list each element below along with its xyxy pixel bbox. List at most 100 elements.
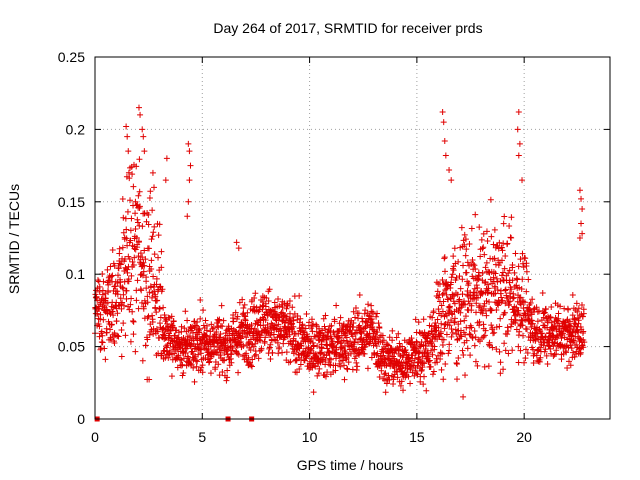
data-point xyxy=(564,365,571,372)
data-point xyxy=(461,231,468,238)
data-point xyxy=(403,359,410,366)
data-point xyxy=(139,126,146,133)
data-point xyxy=(141,262,148,269)
data-point xyxy=(276,344,283,351)
data-point xyxy=(467,352,474,359)
data-point xyxy=(96,283,103,290)
data-point xyxy=(430,368,437,375)
data-point xyxy=(114,332,121,339)
data-point xyxy=(382,389,389,396)
data-point xyxy=(248,363,255,370)
data-point xyxy=(462,301,469,308)
data-point xyxy=(536,358,543,365)
data-point xyxy=(434,359,441,366)
data-point xyxy=(100,278,107,285)
data-point xyxy=(475,269,482,276)
data-point xyxy=(135,253,142,260)
data-point xyxy=(383,362,390,369)
data-point xyxy=(124,266,131,273)
data-point xyxy=(439,341,446,348)
data-point xyxy=(199,369,206,376)
data-point xyxy=(243,350,250,357)
data-point xyxy=(165,354,172,361)
data-point xyxy=(530,346,537,353)
data-point xyxy=(438,302,445,309)
data-point xyxy=(453,274,460,281)
data-point xyxy=(146,245,153,252)
data-point xyxy=(519,276,526,283)
data-point xyxy=(107,263,114,270)
data-point xyxy=(577,349,584,356)
data-point xyxy=(445,350,452,357)
data-point xyxy=(154,328,161,335)
data-point xyxy=(523,326,530,333)
data-point xyxy=(139,223,146,230)
data-point xyxy=(393,334,400,341)
data-point xyxy=(485,281,492,288)
data-point xyxy=(498,257,505,264)
data-point xyxy=(120,320,127,327)
data-point xyxy=(475,304,482,311)
data-point xyxy=(517,347,524,354)
data-point xyxy=(352,314,359,321)
data-point xyxy=(153,275,160,282)
data-point xyxy=(389,327,396,334)
data-point xyxy=(232,309,239,316)
data-point xyxy=(479,290,486,297)
data-point xyxy=(138,263,145,270)
data-point xyxy=(454,291,461,298)
data-point xyxy=(373,313,380,320)
data-point xyxy=(183,345,190,352)
data-point xyxy=(446,347,453,354)
data-point xyxy=(327,356,334,363)
data-point xyxy=(513,304,520,311)
y-tick-label: 0.1 xyxy=(66,266,86,282)
data-point xyxy=(155,254,162,261)
data-point xyxy=(213,329,220,336)
data-point xyxy=(119,195,126,202)
data-point xyxy=(398,378,405,385)
data-point xyxy=(462,331,469,338)
data-point xyxy=(481,279,488,286)
data-point xyxy=(522,355,529,362)
data-point xyxy=(212,364,219,371)
data-point xyxy=(388,345,395,352)
data-point xyxy=(197,296,204,303)
data-point xyxy=(484,289,491,296)
data-point xyxy=(454,376,461,383)
data-point xyxy=(478,236,485,243)
data-point xyxy=(350,308,357,315)
data-point xyxy=(360,328,367,335)
data-point xyxy=(327,328,334,335)
data-point xyxy=(426,357,433,364)
data-point xyxy=(151,184,158,191)
data-point xyxy=(365,301,372,308)
data-point xyxy=(342,349,349,356)
data-point xyxy=(159,286,166,293)
data-point xyxy=(474,285,481,292)
data-point xyxy=(340,337,347,344)
data-point xyxy=(314,342,321,349)
data-point xyxy=(228,359,235,366)
data-point xyxy=(219,323,226,330)
data-point xyxy=(120,214,127,221)
data-point xyxy=(506,222,513,229)
data-point xyxy=(496,323,503,330)
data-point xyxy=(499,297,506,304)
data-point xyxy=(407,363,414,370)
data-point xyxy=(281,333,288,340)
data-point xyxy=(485,285,492,292)
x-tick-label: 0 xyxy=(91,429,99,445)
data-point xyxy=(512,250,519,257)
data-point xyxy=(494,278,501,285)
data-point xyxy=(152,304,159,311)
data-point xyxy=(537,344,544,351)
data-point xyxy=(144,293,151,300)
data-point xyxy=(469,334,476,341)
data-point xyxy=(534,318,541,325)
data-point xyxy=(117,295,124,302)
data-point xyxy=(315,370,322,377)
data-point xyxy=(469,256,476,263)
data-point xyxy=(127,227,134,234)
data-point xyxy=(399,362,406,369)
